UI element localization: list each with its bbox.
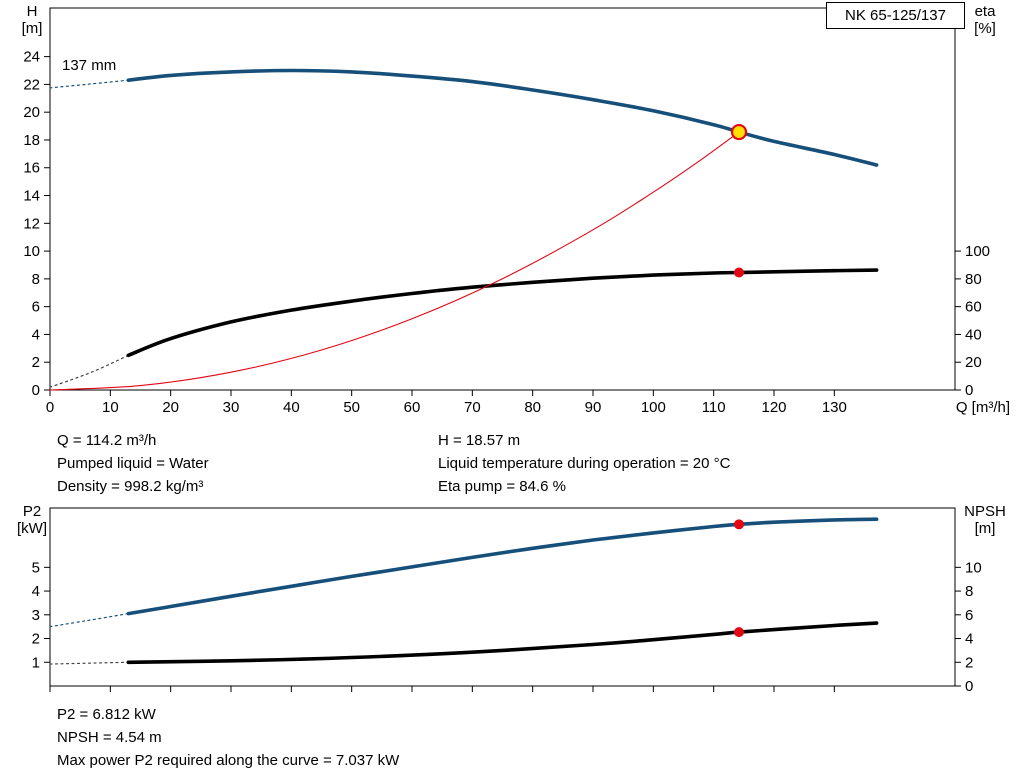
svg-text:70: 70 (464, 399, 481, 416)
svg-text:8: 8 (32, 271, 40, 288)
svg-text:24: 24 (23, 49, 40, 66)
svg-text:[m]: [m] (22, 20, 43, 37)
info-head: H = 18.57 m (438, 432, 521, 449)
svg-text:4: 4 (32, 583, 40, 600)
info-liquid-temperature: Liquid temperature during operation = 20… (438, 455, 731, 472)
svg-text:[m]: [m] (975, 520, 996, 537)
svg-text:60: 60 (404, 399, 421, 416)
power-npsh-chart: 1 2 3 4 5 0 2 4 6 8 10 P2[kW] NPSH[m] (17, 503, 1006, 695)
info-eta-pump: Eta pump = 84.6 % (438, 478, 566, 495)
svg-text:8: 8 (965, 583, 973, 600)
svg-text:5: 5 (32, 559, 40, 576)
svg-text:30: 30 (223, 399, 240, 416)
svg-text:2: 2 (32, 354, 40, 371)
svg-text:50: 50 (343, 399, 360, 416)
svg-text:4: 4 (32, 326, 40, 343)
svg-text:10: 10 (102, 399, 119, 416)
svg-text:4: 4 (965, 631, 973, 648)
svg-text:NPSH: NPSH (964, 503, 1006, 520)
svg-text:10: 10 (965, 559, 982, 576)
svg-text:20: 20 (965, 354, 982, 371)
svg-text:[kW]: [kW] (17, 520, 47, 537)
svg-text:20: 20 (23, 104, 40, 121)
svg-text:60: 60 (965, 299, 982, 316)
svg-text:2: 2 (32, 631, 40, 648)
svg-text:110: 110 (702, 399, 726, 416)
info-pumped-liquid: Pumped liquid = Water (57, 455, 209, 472)
svg-text:3: 3 (32, 607, 40, 624)
svg-text:eta: eta (975, 3, 997, 20)
svg-text:Q [m³/h]: Q [m³/h] (956, 399, 1010, 416)
svg-text:0: 0 (32, 382, 40, 399)
info-density: Density = 998.2 kg/m³ (57, 478, 204, 495)
svg-text:100: 100 (641, 399, 666, 416)
svg-text:0: 0 (965, 678, 973, 695)
svg-text:2: 2 (965, 654, 973, 671)
svg-text:18: 18 (23, 132, 40, 149)
svg-text:40: 40 (283, 399, 300, 416)
info-npsh: NPSH = 4.54 m (57, 729, 162, 746)
svg-text:90: 90 (585, 399, 602, 416)
svg-text:100: 100 (965, 243, 990, 260)
svg-text:10: 10 (23, 243, 40, 260)
info-flow: Q = 114.2 m³/h (57, 432, 157, 449)
svg-text:120: 120 (761, 399, 786, 416)
svg-text:80: 80 (524, 399, 541, 416)
impeller-diameter-label: 137 mm (62, 57, 117, 74)
svg-text:22: 22 (23, 76, 40, 93)
svg-text:H: H (27, 3, 38, 20)
svg-text:80: 80 (965, 271, 982, 288)
svg-text:6: 6 (965, 607, 973, 624)
svg-text:12: 12 (23, 215, 40, 232)
pump-model-badge: NK 65-125/137 (826, 2, 965, 29)
operating-point-info-left: Q = 114.2 m³/h Pumped liquid = Water Den… (57, 429, 209, 498)
svg-text:14: 14 (23, 188, 40, 205)
info-p2: P2 = 6.812 kW (57, 706, 156, 723)
power-npsh-info: P2 = 6.812 kW NPSH = 4.54 m Max power P2… (57, 703, 399, 772)
svg-text:130: 130 (822, 399, 847, 416)
svg-text:1: 1 (32, 654, 40, 671)
svg-text:P2: P2 (23, 503, 41, 520)
svg-text:[%]: [%] (974, 20, 996, 37)
svg-text:6: 6 (32, 299, 40, 316)
info-max-power: Max power P2 required along the curve = … (57, 752, 400, 769)
svg-text:20: 20 (162, 399, 179, 416)
operating-point-info-right: H = 18.57 m Liquid temperature during op… (438, 429, 730, 498)
svg-text:0: 0 (965, 382, 973, 399)
svg-text:40: 40 (965, 326, 982, 343)
svg-text:16: 16 (23, 160, 40, 177)
svg-text:0: 0 (46, 399, 54, 416)
